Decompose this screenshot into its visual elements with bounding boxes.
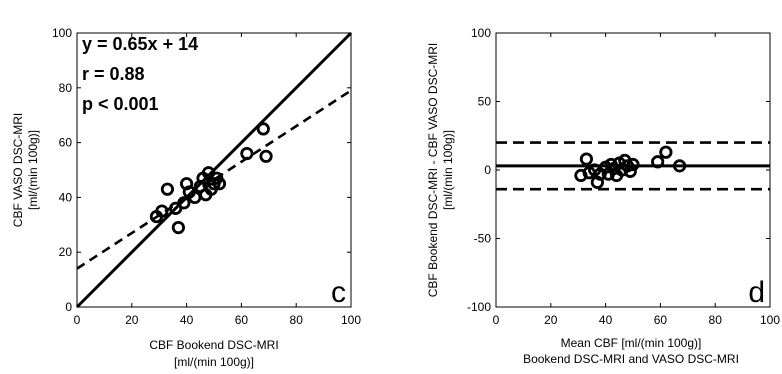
panel-d-y-tick-label-0: 100 xyxy=(471,26,491,40)
panel-c-y-tick-label-3: 60 xyxy=(59,136,73,150)
panel-d-y-tick-label-4: -100 xyxy=(467,300,491,314)
panel-d-chart: CBF Bookend DSC-MRI - CBF VASO DSC-MRI [… xyxy=(426,26,780,366)
panel-d-y-axis-label-line-2: [ml/(min 100g)] xyxy=(441,130,455,210)
panel-d-x-tick-label-1: 20 xyxy=(544,313,558,327)
panel-d-x-axis-label-line-1: Mean CBF [ml/(min 100g)] xyxy=(561,336,702,350)
panel-d-letter: d xyxy=(748,276,765,309)
panel-c-correlation-coefficient: r = 0.88 xyxy=(82,64,145,84)
panel-d-x-tick-label-5: 100 xyxy=(760,313,780,327)
panel-c-y-tick-label-1: 20 xyxy=(59,245,73,259)
panel-d-y-axis-label-line-1: CBF Bookend DSC-MRI - CBF VASO DSC-MRI xyxy=(426,43,440,297)
panel-c-y-tick-label-0: 0 xyxy=(65,300,72,314)
panel-c-y-tick-label-5: 100 xyxy=(52,26,72,40)
panel-d-x-tick-label-0: 0 xyxy=(493,313,500,327)
panel-c-x-tick-label-4: 80 xyxy=(290,313,304,327)
panel-c-regression-equation: y = 0.65x + 14 xyxy=(82,34,198,54)
panel-c-y-tick-label-4: 80 xyxy=(59,81,73,95)
panel-c-x-tick-label-2: 40 xyxy=(180,313,194,327)
panel-c-x-tick-label-5: 100 xyxy=(341,313,361,327)
panel-c-x-tick-label-1: 20 xyxy=(125,313,139,327)
panel-c-y-axis-label-line-2: [ml/(min 100g)] xyxy=(26,130,40,210)
panel-d-y-tick-label-1: 50 xyxy=(478,95,492,109)
panel-d-y-axis-label: CBF Bookend DSC-MRI - CBF VASO DSC-MRI [… xyxy=(426,43,455,297)
panel-c-x-axis-label-line-2: [ml/(min 100g)] xyxy=(174,355,254,369)
panel-c-y-axis-label: CBF VASO DSC-MRI [ml/(min 100g)] xyxy=(11,113,40,227)
panel-c-letter: c xyxy=(331,276,346,309)
panel-c-data-point-4 xyxy=(173,222,183,232)
panel-c-chart: CBF VASO DSC-MRI [ml/(min 100g)] CBF Boo… xyxy=(11,26,361,369)
panel-c-x-axis-label-line-1: CBF Bookend DSC-MRI xyxy=(149,338,278,352)
panel-c-data-point-19 xyxy=(261,151,271,161)
panel-d-x-tick-label-4: 80 xyxy=(709,313,723,327)
panel-d-y-tick-label-3: -50 xyxy=(474,232,492,246)
panel-d-x-axis-label-line-2: Bookend DSC-MRI and VASO DSC-MRI xyxy=(523,352,739,366)
panel-d-data-point-18 xyxy=(661,147,671,157)
panel-c-y-tick-label-2: 40 xyxy=(59,190,73,204)
panel-c-p-value: p < 0.001 xyxy=(82,94,159,114)
panel-c-data-point-2 xyxy=(162,184,172,194)
panel-d-y-tick-label-2: 0 xyxy=(484,163,491,177)
panel-d-x-tick-label-2: 40 xyxy=(599,313,613,327)
panel-c-x-tick-label-3: 60 xyxy=(235,313,249,327)
panel-d-data-point-1 xyxy=(581,154,591,164)
panel-c-y-axis-label-line-1: CBF VASO DSC-MRI xyxy=(11,113,25,227)
panel-c-data-point-18 xyxy=(258,124,268,134)
panel-d-x-tick-label-3: 60 xyxy=(654,313,668,327)
panel-c-x-tick-label-0: 0 xyxy=(74,313,81,327)
